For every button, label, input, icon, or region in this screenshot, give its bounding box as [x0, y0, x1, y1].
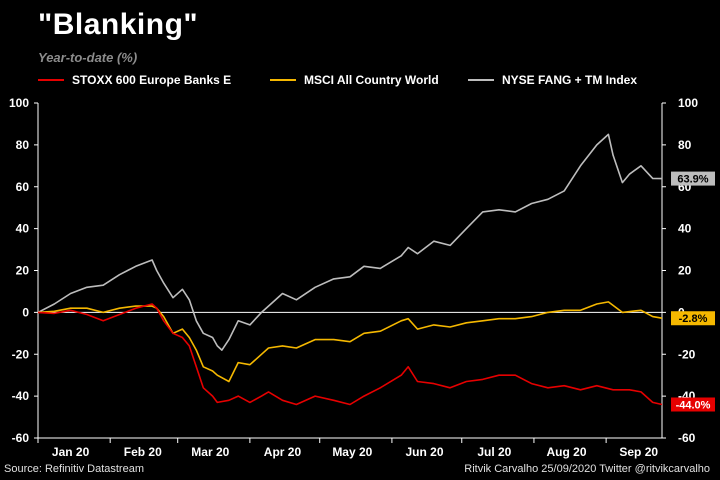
y-tick-label-left: 80	[16, 138, 30, 152]
chart-title: "Blanking"	[38, 8, 199, 41]
x-tick-label: Apr 20	[264, 445, 302, 459]
source-note: Source: Refinitiv Datastream	[4, 463, 144, 475]
y-tick-label-left: 40	[16, 222, 30, 236]
legend-label-stoxx: STOXX 600 Europe Banks E	[72, 73, 232, 87]
y-tick-label-right: 100	[678, 96, 698, 110]
end-label-stoxx: -44.0%	[676, 400, 711, 412]
legend-item-fang: NYSE FANG + TM Index	[468, 73, 637, 87]
legend-label-fang: NYSE FANG + TM Index	[502, 73, 638, 87]
y-tick-label-left: -20	[12, 347, 30, 361]
series-line-msci	[37, 301, 663, 383]
x-tick-label: Jan 20	[52, 445, 90, 459]
chart-legend: STOXX 600 Europe Banks E MSCI All Countr…	[0, 73, 720, 91]
y-tick-label-right: 80	[678, 138, 692, 152]
end-badge-msci	[671, 311, 715, 326]
legend-swatch-fang	[468, 79, 494, 81]
x-tick-label: Feb 20	[124, 445, 162, 459]
y-tick-label-left: 100	[9, 96, 29, 110]
legend-swatch-msci	[270, 79, 296, 81]
x-tick-label: Sep 20	[619, 445, 658, 459]
credit-note: Ritvik Carvalho 25/09/2020 Twitter @ritv…	[464, 463, 710, 475]
x-tick-label: Aug 20	[547, 445, 587, 459]
end-badge-fang	[671, 171, 715, 186]
y-tick-label-left: 60	[16, 180, 30, 194]
x-tick-label: May 20	[332, 445, 372, 459]
y-tick-label-left: -60	[12, 431, 30, 445]
legend-label-msci: MSCI All Country World	[304, 73, 439, 87]
y-tick-label-left: 0	[22, 305, 29, 319]
y-tick-label-left: 20	[16, 264, 30, 278]
series-line-stoxx	[37, 303, 663, 406]
end-label-msci: -2.8%	[679, 313, 708, 325]
legend-swatch-stoxx	[38, 79, 64, 81]
y-tick-label-right: 40	[678, 222, 692, 236]
chart-subtitle: Year-to-date (%)	[38, 50, 138, 65]
series-line-fang	[37, 133, 663, 351]
legend-item-msci: MSCI All Country World	[270, 73, 439, 87]
y-tick-label-right: -20	[678, 347, 696, 361]
x-tick-label: Mar 20	[191, 445, 229, 459]
x-tick-label: Jul 20	[477, 445, 511, 459]
end-label-fang: 63.9%	[677, 174, 708, 186]
y-tick-label-right: -60	[678, 431, 696, 445]
y-tick-label-left: -40	[12, 389, 30, 403]
x-tick-label: Jun 20	[405, 445, 443, 459]
end-badge-stoxx	[671, 397, 715, 412]
legend-item-stoxx: STOXX 600 Europe Banks E	[38, 73, 231, 87]
y-tick-label-right: 20	[678, 264, 692, 278]
